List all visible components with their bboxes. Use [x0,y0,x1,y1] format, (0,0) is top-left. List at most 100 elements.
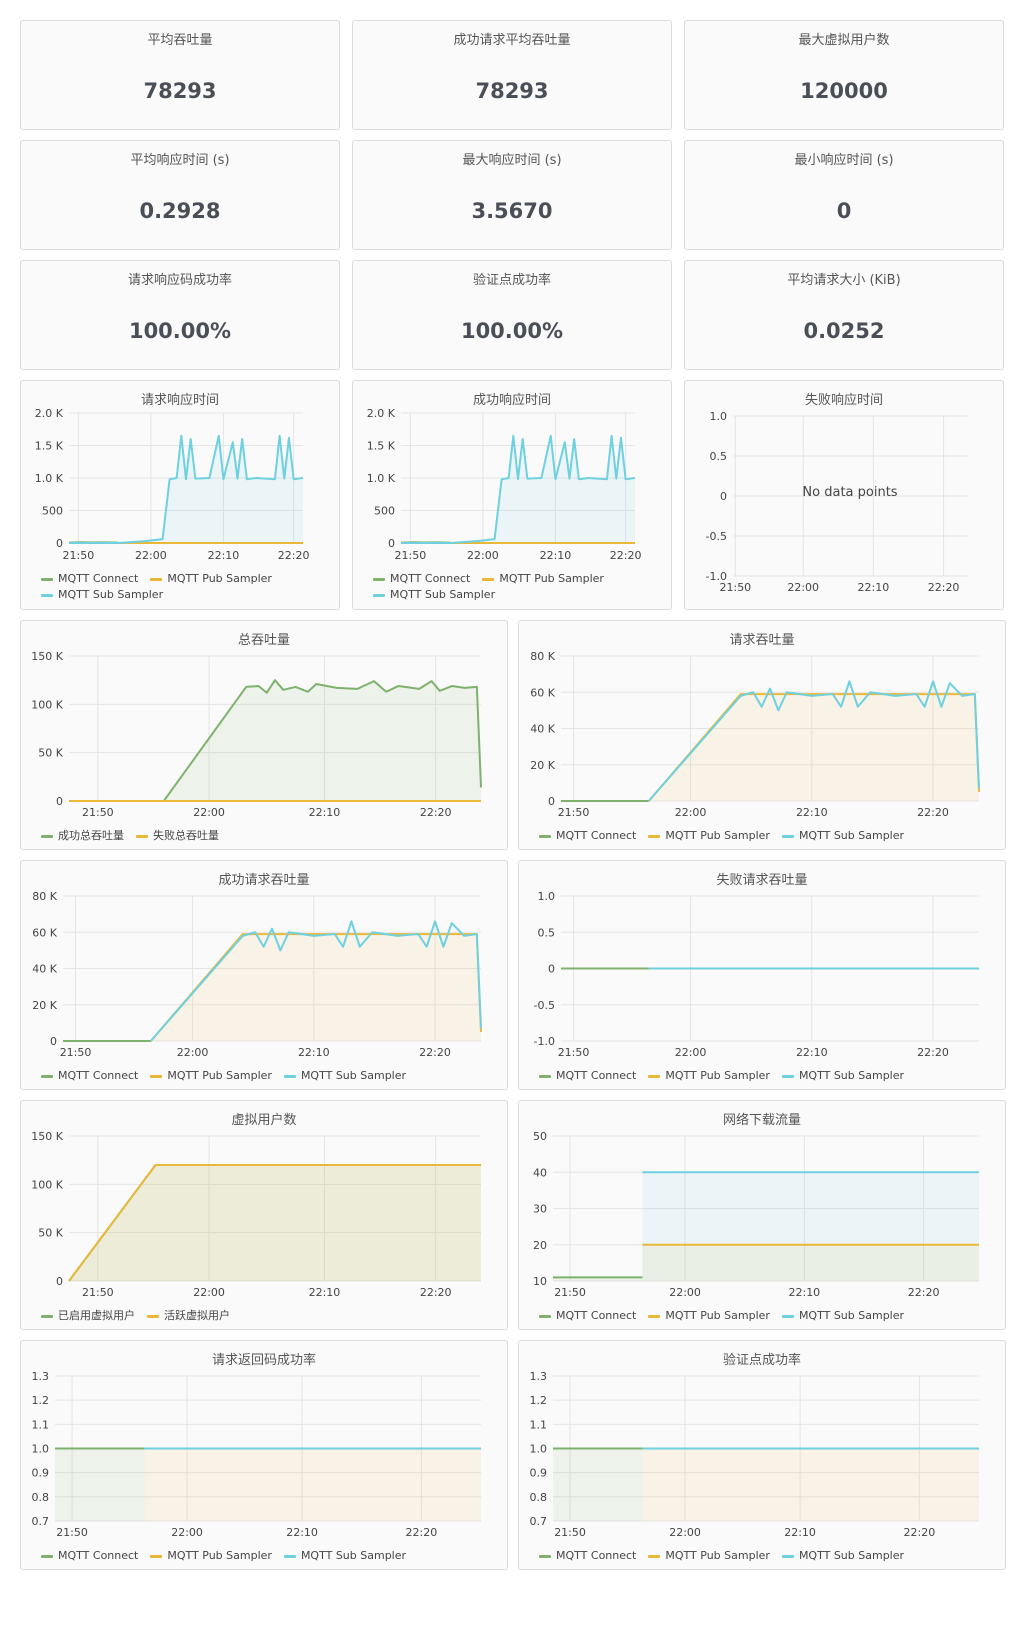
legend-item[interactable]: MQTT Connect [539,1548,636,1564]
legend-swatch [648,1074,661,1078]
y-tick-label: 2.0 K [367,407,396,420]
legend-swatch [539,1074,551,1078]
legend-label: 成功总吞吐量 [58,829,124,842]
legend-item[interactable]: MQTT Sub Sampler [41,587,163,603]
series-area-0 [55,1448,145,1521]
chart-title: 总吞吐量 [237,633,290,648]
series-area-1 [648,694,979,801]
x-tick-label: 22:00 [171,1526,203,1539]
legend-swatch [150,1554,163,1558]
chart-title: 网络下载流量 [722,1113,801,1128]
x-tick-label: 21:50 [63,549,95,562]
x-tick-label: 21:50 [558,806,590,819]
legend-item[interactable]: MQTT Sub Sampler [781,1548,904,1564]
x-tick-label: 22:00 [669,1526,701,1539]
y-tick-label: 50 K [38,1227,63,1240]
stat-panel-max-vusers: 最大虚拟用户数 120000 [684,20,1004,130]
legend-swatch [373,577,385,581]
x-tick-label: 22:20 [610,549,642,562]
legend-item[interactable]: MQTT Sub Sampler [373,587,495,603]
legend-item[interactable]: MQTT Connect [539,828,636,844]
series-line-2[interactable] [150,920,482,1042]
series-line-2[interactable] [648,680,980,802]
legend-label: MQTT Pub Sampler [167,572,272,585]
chart-svg: 0 50 K 100 K 150 K 21:50 22:00 22:10 22:20 [31,650,482,819]
legend-label: MQTT Connect [58,572,139,585]
legend-label: MQTT Pub Sampler [665,1309,770,1322]
legend-item[interactable]: MQTT Connect [41,1548,138,1564]
legend-item[interactable]: MQTT Connect [41,571,138,587]
stat-value: 120000 [800,79,888,103]
series-line-2[interactable] [69,434,304,544]
legend-item[interactable]: 活跃虚拟用户 [147,1308,230,1324]
chart-legend: MQTT Connect MQTT Pub Sampler MQTT Sub Sam… [41,571,329,603]
x-tick-label: 22:10 [208,549,240,562]
legend-item[interactable]: MQTT Pub Sampler [648,1308,770,1324]
legend-item[interactable]: MQTT Sub Sampler [781,828,904,844]
legend-swatch [41,1314,53,1318]
stat-value: 78293 [143,79,217,103]
legend-item[interactable]: MQTT Pub Sampler [648,1548,770,1564]
y-tick-label: 0.9 [530,1467,548,1480]
legend-item[interactable]: MQTT Sub Sampler [283,1068,406,1084]
chart-success-response-time: 成功响应时间 0 500 1.0 K 1.5 K 2.0 K 21:50 22:00 22:10… [352,380,672,610]
legend-swatch [150,1074,163,1078]
stat-panel-max-response-time: 最大响应时间 (s) 3.5670 [352,140,672,250]
chart-svg: 0 500 1.0 K 1.5 K 2.0 K 21:50 22:00 22:10 22:20 [367,407,642,562]
legend-item[interactable]: 已启用虚拟用户 [41,1308,135,1324]
x-tick-label: 22:00 [135,549,167,562]
legend-swatch [539,1314,551,1318]
legend-item[interactable]: MQTT Pub Sampler [648,1068,770,1084]
chart-failed-request-throughput: 失败请求吞吐量 -1.0 -0.5 0 0.5 1.0 21:50 22:00 22:10 22:… [518,860,1006,1090]
legend-item[interactable]: MQTT Pub Sampler [648,828,770,844]
series-line-0[interactable] [69,679,482,802]
x-tick-label: 21:50 [558,1046,590,1059]
y-tick-label: -0.5 [706,530,727,543]
legend-item[interactable]: MQTT Sub Sampler [283,1548,407,1564]
legend-item[interactable]: MQTT Connect [373,571,470,587]
y-tick-label: 1.0 [710,410,728,423]
legend-item[interactable]: MQTT Pub Sampler [482,571,604,587]
legend-swatch [136,834,148,838]
x-tick-label: 21:50 [82,1286,114,1299]
x-tick-label: 22:10 [298,1046,330,1059]
stat-value: 0.2928 [139,199,221,223]
legend-item[interactable]: MQTT Connect [539,1068,636,1084]
legend-item[interactable]: MQTT Pub Sampler [150,571,272,587]
y-tick-label: 0 [720,490,727,503]
legend-item[interactable]: MQTT Pub Sampler [150,1068,272,1084]
chart-title: 成功响应时间 [472,393,551,408]
legend-item[interactable]: 成功总吞吐量 [41,828,124,844]
y-tick-label: 1.0 K [35,472,64,485]
legend-item[interactable]: MQTT Connect [41,1068,138,1084]
legend-label: MQTT Connect [58,1069,139,1082]
chart-success-request-throughput: 成功请求吞吐量 0 20 K 40 K 60 K 80 K 21:50 22:00 22:10 2… [20,860,508,1090]
no-data-label: No data points [802,485,897,500]
legend-item[interactable]: MQTT Sub Sampler [781,1068,905,1084]
y-tick-label: 0 [388,537,395,550]
series-line-1[interactable] [68,1164,481,1282]
legend-item[interactable]: MQTT Sub Sampler [781,1308,904,1324]
series-area-0 [553,1448,643,1521]
series-area-2 [642,1172,979,1281]
legend-swatch [781,834,794,838]
legend-item[interactable]: MQTT Connect [539,1308,636,1324]
legend-label: MQTT Sub Sampler [300,1549,407,1562]
legend-swatch [41,834,53,838]
legend-item[interactable]: 失败总吞吐量 [136,828,219,844]
y-tick-label: 30 [533,1203,547,1216]
y-tick-label: 1.2 [530,1394,548,1407]
chart-legend: MQTT Connect MQTT Pub Sampler MQTT Sub Sam… [41,1548,497,1564]
x-tick-label: 22:20 [278,549,310,562]
chart-legend: MQTT Connect MQTT Pub Sampler MQTT Sub Sam… [539,1308,995,1324]
series-area-1 [642,1448,979,1521]
legend-swatch [283,1074,296,1078]
x-tick-label: 21:50 [554,1526,586,1539]
legend-label: MQTT Sub Sampler [798,1069,905,1082]
x-tick-label: 22:00 [193,1286,225,1299]
legend-item[interactable]: MQTT Pub Sampler [150,1548,272,1564]
legend-swatch [539,1554,551,1558]
legend-label: MQTT Sub Sampler [390,588,496,601]
series-line-2[interactable] [401,434,636,544]
